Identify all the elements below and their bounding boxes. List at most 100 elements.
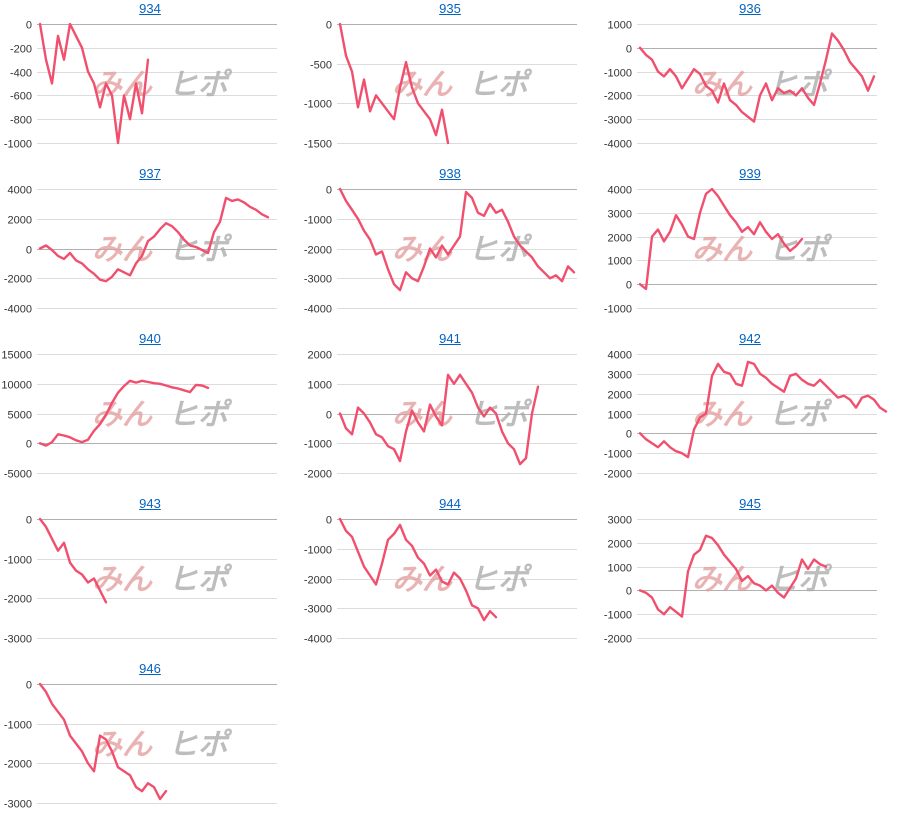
chart-plot: 4000 3000 2000 1000 0 -1000 みん ヒポ (604, 185, 877, 316)
y-tick-label: 3000 (608, 209, 632, 221)
y-tick-label: -1000 (604, 449, 632, 461)
series-line (38, 379, 210, 447)
watermark-logo-right: ヒポ (468, 563, 533, 598)
y-tick-label: -1500 (304, 139, 332, 151)
chart-title-link[interactable]: 940 (139, 331, 161, 346)
chart-935: 935 0 -500 -1000 -1500 みん ヒポ (300, 0, 600, 165)
chart-938: 938 0 -1000 -2000 -3000 -4000 みん ヒポ (300, 165, 600, 330)
y-tick-label: 2000 (608, 539, 632, 551)
series-line (638, 187, 804, 291)
y-tick-label: -1000 (304, 545, 332, 557)
y-tick-label: 0 (26, 515, 32, 527)
y-tick-label: -2000 (4, 594, 32, 606)
y-tick-label: 2000 (608, 390, 632, 402)
y-tick-label: -3000 (4, 799, 32, 811)
chart-plot: 15000 10000 5000 0 -5000 みん ヒポ (1, 350, 277, 481)
y-tick-label: -1000 (4, 720, 32, 732)
series-line (338, 187, 576, 292)
y-tick-label: -1000 (4, 139, 32, 151)
chart-title-link[interactable]: 935 (439, 1, 461, 16)
y-tick-label: 0 (26, 20, 32, 32)
y-tick-label: -400 (10, 68, 32, 80)
chart-title-link[interactable]: 942 (739, 331, 761, 346)
series-line (38, 517, 108, 604)
y-tick-label: 0 (26, 439, 32, 451)
chart-944: 944 0 -1000 -2000 -3000 -4000 みん ヒポ (300, 495, 600, 660)
chart-plot: 0 -1000 -2000 -3000 -4000 みん ヒポ (304, 515, 577, 646)
watermark-logo-left: みん (692, 233, 753, 268)
y-tick-label: -2000 (604, 469, 632, 481)
chart-title-link[interactable]: 944 (439, 496, 461, 511)
y-tick-label: 3000 (608, 515, 632, 527)
chart-title-link[interactable]: 943 (139, 496, 161, 511)
y-tick-label: 3000 (608, 370, 632, 382)
y-tick-label: -2000 (304, 245, 332, 257)
watermark-logo-left: みん (92, 398, 153, 433)
chart-941: 941 2000 1000 0 -1000 -2000 みん ヒポ (300, 330, 600, 495)
y-tick-label: 1000 (608, 410, 632, 422)
y-tick-label: -1000 (304, 215, 332, 227)
chart-title-link[interactable]: 939 (739, 166, 761, 181)
y-tick-label: -2000 (304, 469, 332, 481)
y-tick-label: 1000 (608, 563, 632, 575)
y-tick-label: -4000 (604, 139, 632, 151)
watermark-logo-left: みん (392, 233, 453, 268)
series-line (638, 32, 876, 123)
y-tick-label: -500 (310, 60, 332, 72)
watermark-logo-left: みん (92, 233, 153, 268)
chart-936: 936 1000 0 -1000 -2000 -3000 -4000 みん ヒポ (600, 0, 900, 165)
chart-title-link[interactable]: 941 (439, 331, 461, 346)
chart-title-link[interactable]: 946 (139, 661, 161, 676)
y-tick-label: 2000 (608, 233, 632, 245)
y-tick-label: -1000 (604, 304, 632, 316)
watermark-logo-right: ヒポ (468, 68, 533, 103)
chart-title-link[interactable]: 937 (139, 166, 161, 181)
y-tick-label: -3000 (304, 274, 332, 286)
y-tick-label: -2000 (604, 634, 632, 646)
series-line (338, 517, 498, 622)
watermark-logo-right: ヒポ (768, 233, 833, 268)
y-tick-label: 1000 (608, 256, 632, 268)
chart-plot: 0 -1000 -2000 -3000 みん ヒポ (4, 680, 277, 811)
y-tick-label: -3000 (4, 634, 32, 646)
chart-title-link[interactable]: 945 (739, 496, 761, 511)
chart-title-link[interactable]: 938 (439, 166, 461, 181)
chart-plot: 0 -1000 -2000 -3000 -4000 みん ヒポ (304, 185, 577, 316)
y-tick-label: 15000 (1, 350, 32, 362)
y-tick-label: 0 (626, 429, 632, 441)
series-line (638, 360, 888, 459)
y-tick-label: -4000 (4, 304, 32, 316)
y-tick-label: 0 (626, 44, 632, 56)
chart-934: 934 0 -200 -400 -600 -800 -1000 みん ヒポ (0, 0, 300, 165)
y-tick-label: -5000 (4, 469, 32, 481)
y-tick-label: 10000 (1, 380, 32, 392)
y-tick-label: -3000 (604, 115, 632, 127)
y-tick-label: -3000 (304, 604, 332, 616)
chart-plot: 4000 3000 2000 1000 0 -1000 -2000 みん ヒポ (604, 350, 888, 481)
y-tick-label: 0 (326, 515, 332, 527)
watermark-logo-right: ヒポ (168, 728, 233, 763)
y-tick-label: -800 (10, 115, 32, 127)
watermark-logo-left: みん (92, 563, 153, 598)
chart-940: 940 15000 10000 5000 0 -5000 みん ヒポ (0, 330, 300, 495)
y-tick-label: 2000 (308, 350, 332, 362)
y-tick-label: 4000 (608, 350, 632, 362)
series-line (338, 373, 540, 466)
y-tick-label: -2000 (4, 759, 32, 771)
chart-title-link[interactable]: 934 (139, 1, 161, 16)
y-tick-label: -200 (10, 44, 32, 56)
y-tick-label: 0 (26, 245, 32, 257)
chart-939: 939 4000 3000 2000 1000 0 -1000 みん ヒポ (600, 165, 900, 330)
y-tick-label: 5000 (8, 410, 32, 422)
y-tick-label: -1000 (304, 99, 332, 111)
y-tick-label: -4000 (304, 634, 332, 646)
y-tick-label: 2000 (8, 215, 32, 227)
series-line (38, 196, 270, 283)
series-line (38, 22, 150, 145)
chart-title-link[interactable]: 936 (739, 1, 761, 16)
watermark-logo-left: みん (392, 563, 453, 598)
